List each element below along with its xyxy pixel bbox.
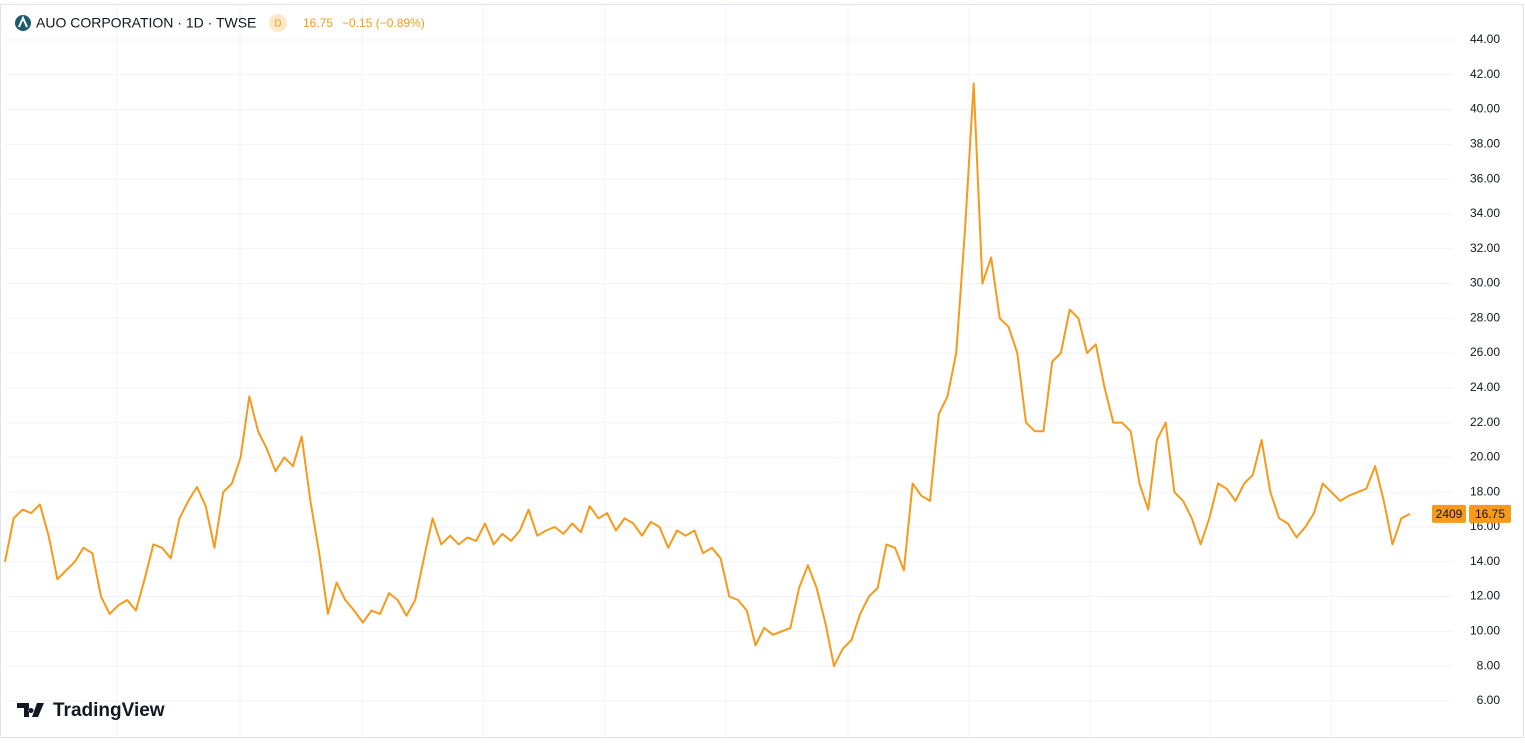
price-label: 16.75 [1475, 507, 1505, 521]
y-tick-label: 18.00 [1470, 484, 1500, 498]
y-tick-label: 26.00 [1470, 345, 1500, 359]
y-tick-label: 44.00 [1470, 32, 1500, 46]
y-tick-label: 36.00 [1470, 171, 1500, 185]
badge-bg [269, 14, 287, 32]
y-tick-label: 42.00 [1470, 67, 1500, 81]
chart-title: AUO CORPORATION · 1D · TWSE [36, 15, 256, 31]
y-tick-label: 38.00 [1470, 136, 1500, 150]
watermark-logo [17, 703, 44, 717]
y-tick-label: 30.00 [1470, 276, 1500, 290]
y-tick-label: 22.00 [1470, 415, 1500, 429]
y-tick-label: 6.00 [1477, 693, 1501, 707]
y-tick-label: 20.00 [1470, 450, 1500, 464]
symbol-label: 2409 [1436, 507, 1463, 521]
logo-mark [18, 15, 28, 28]
y-tick-label: 10.00 [1470, 624, 1500, 638]
y-tick-label: 40.00 [1470, 102, 1500, 116]
watermark: TradingView [53, 700, 165, 721]
y-tick-label: 24.00 [1470, 380, 1500, 394]
y-tick-label: 28.00 [1470, 310, 1500, 324]
y-tick-label: 34.00 [1470, 206, 1500, 220]
badge: D [274, 19, 281, 30]
y-tick-label: 14.00 [1470, 554, 1500, 568]
price-label-bg [1469, 504, 1511, 523]
frame [0, 4, 1524, 738]
y-tick-label: 12.00 [1470, 589, 1500, 603]
price-change: −0.15 (−0.89%) [342, 16, 425, 30]
y-tick-label: 32.00 [1470, 241, 1500, 255]
y-tick-label: 8.00 [1477, 658, 1501, 672]
last-price: 16.75 [303, 16, 333, 30]
price-line [4, 82, 1411, 668]
v-grid [116, 5, 1332, 737]
symbol-label-bg [1432, 504, 1466, 523]
